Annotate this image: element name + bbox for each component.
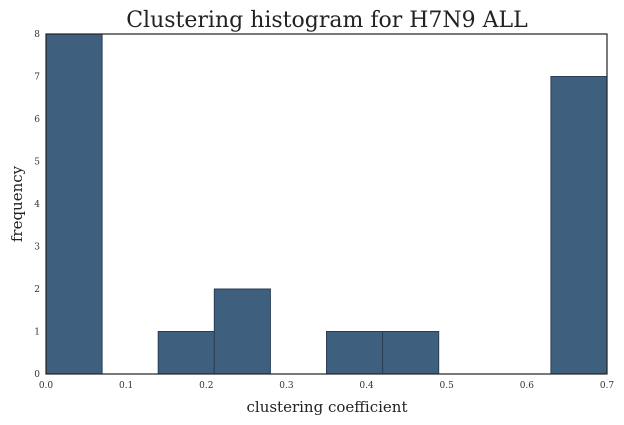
y-tick-label: 4	[34, 200, 40, 210]
y-tick-label: 7	[34, 73, 40, 83]
x-tick-labels: 0.0 0.1 0.2 0.3 0.4 0.5 0.6 0.7	[39, 381, 615, 391]
histogram-bar	[157, 331, 215, 375]
histogram-bar	[213, 288, 271, 375]
histogram-bar	[550, 76, 608, 375]
x-tick-label: 0.7	[600, 381, 615, 391]
y-tick-label: 1	[34, 328, 40, 338]
y-axis-label: frequency	[8, 165, 26, 242]
y-tick-labels: 0 1 2 3 4 5 6 7 8	[34, 30, 40, 380]
x-tick-label: 0.0	[39, 381, 54, 391]
chart-title: Clustering histogram for H7N9 ALL	[126, 8, 528, 33]
y-tick-label: 3	[34, 243, 40, 253]
y-tick-label: 6	[34, 115, 40, 125]
x-axis-label: clustering coefficient	[247, 398, 408, 416]
x-tick-label: 0.2	[199, 381, 213, 391]
y-tick-label: 5	[34, 158, 40, 168]
histogram-bar	[45, 33, 103, 375]
histogram-bar	[326, 331, 384, 375]
x-tick-label: 0.4	[359, 381, 374, 391]
bars-group	[45, 33, 608, 375]
histogram-bar	[382, 331, 440, 375]
x-tick-label: 0.5	[440, 381, 455, 391]
plot-frame	[45, 33, 608, 375]
x-tick-label: 0.3	[279, 381, 294, 391]
y-tick-label: 2	[34, 285, 40, 295]
x-tick-label: 0.1	[119, 381, 133, 391]
y-tick-label: 0	[34, 370, 40, 380]
x-tick-label: 0.6	[520, 381, 535, 391]
y-tick-label: 8	[34, 30, 40, 40]
